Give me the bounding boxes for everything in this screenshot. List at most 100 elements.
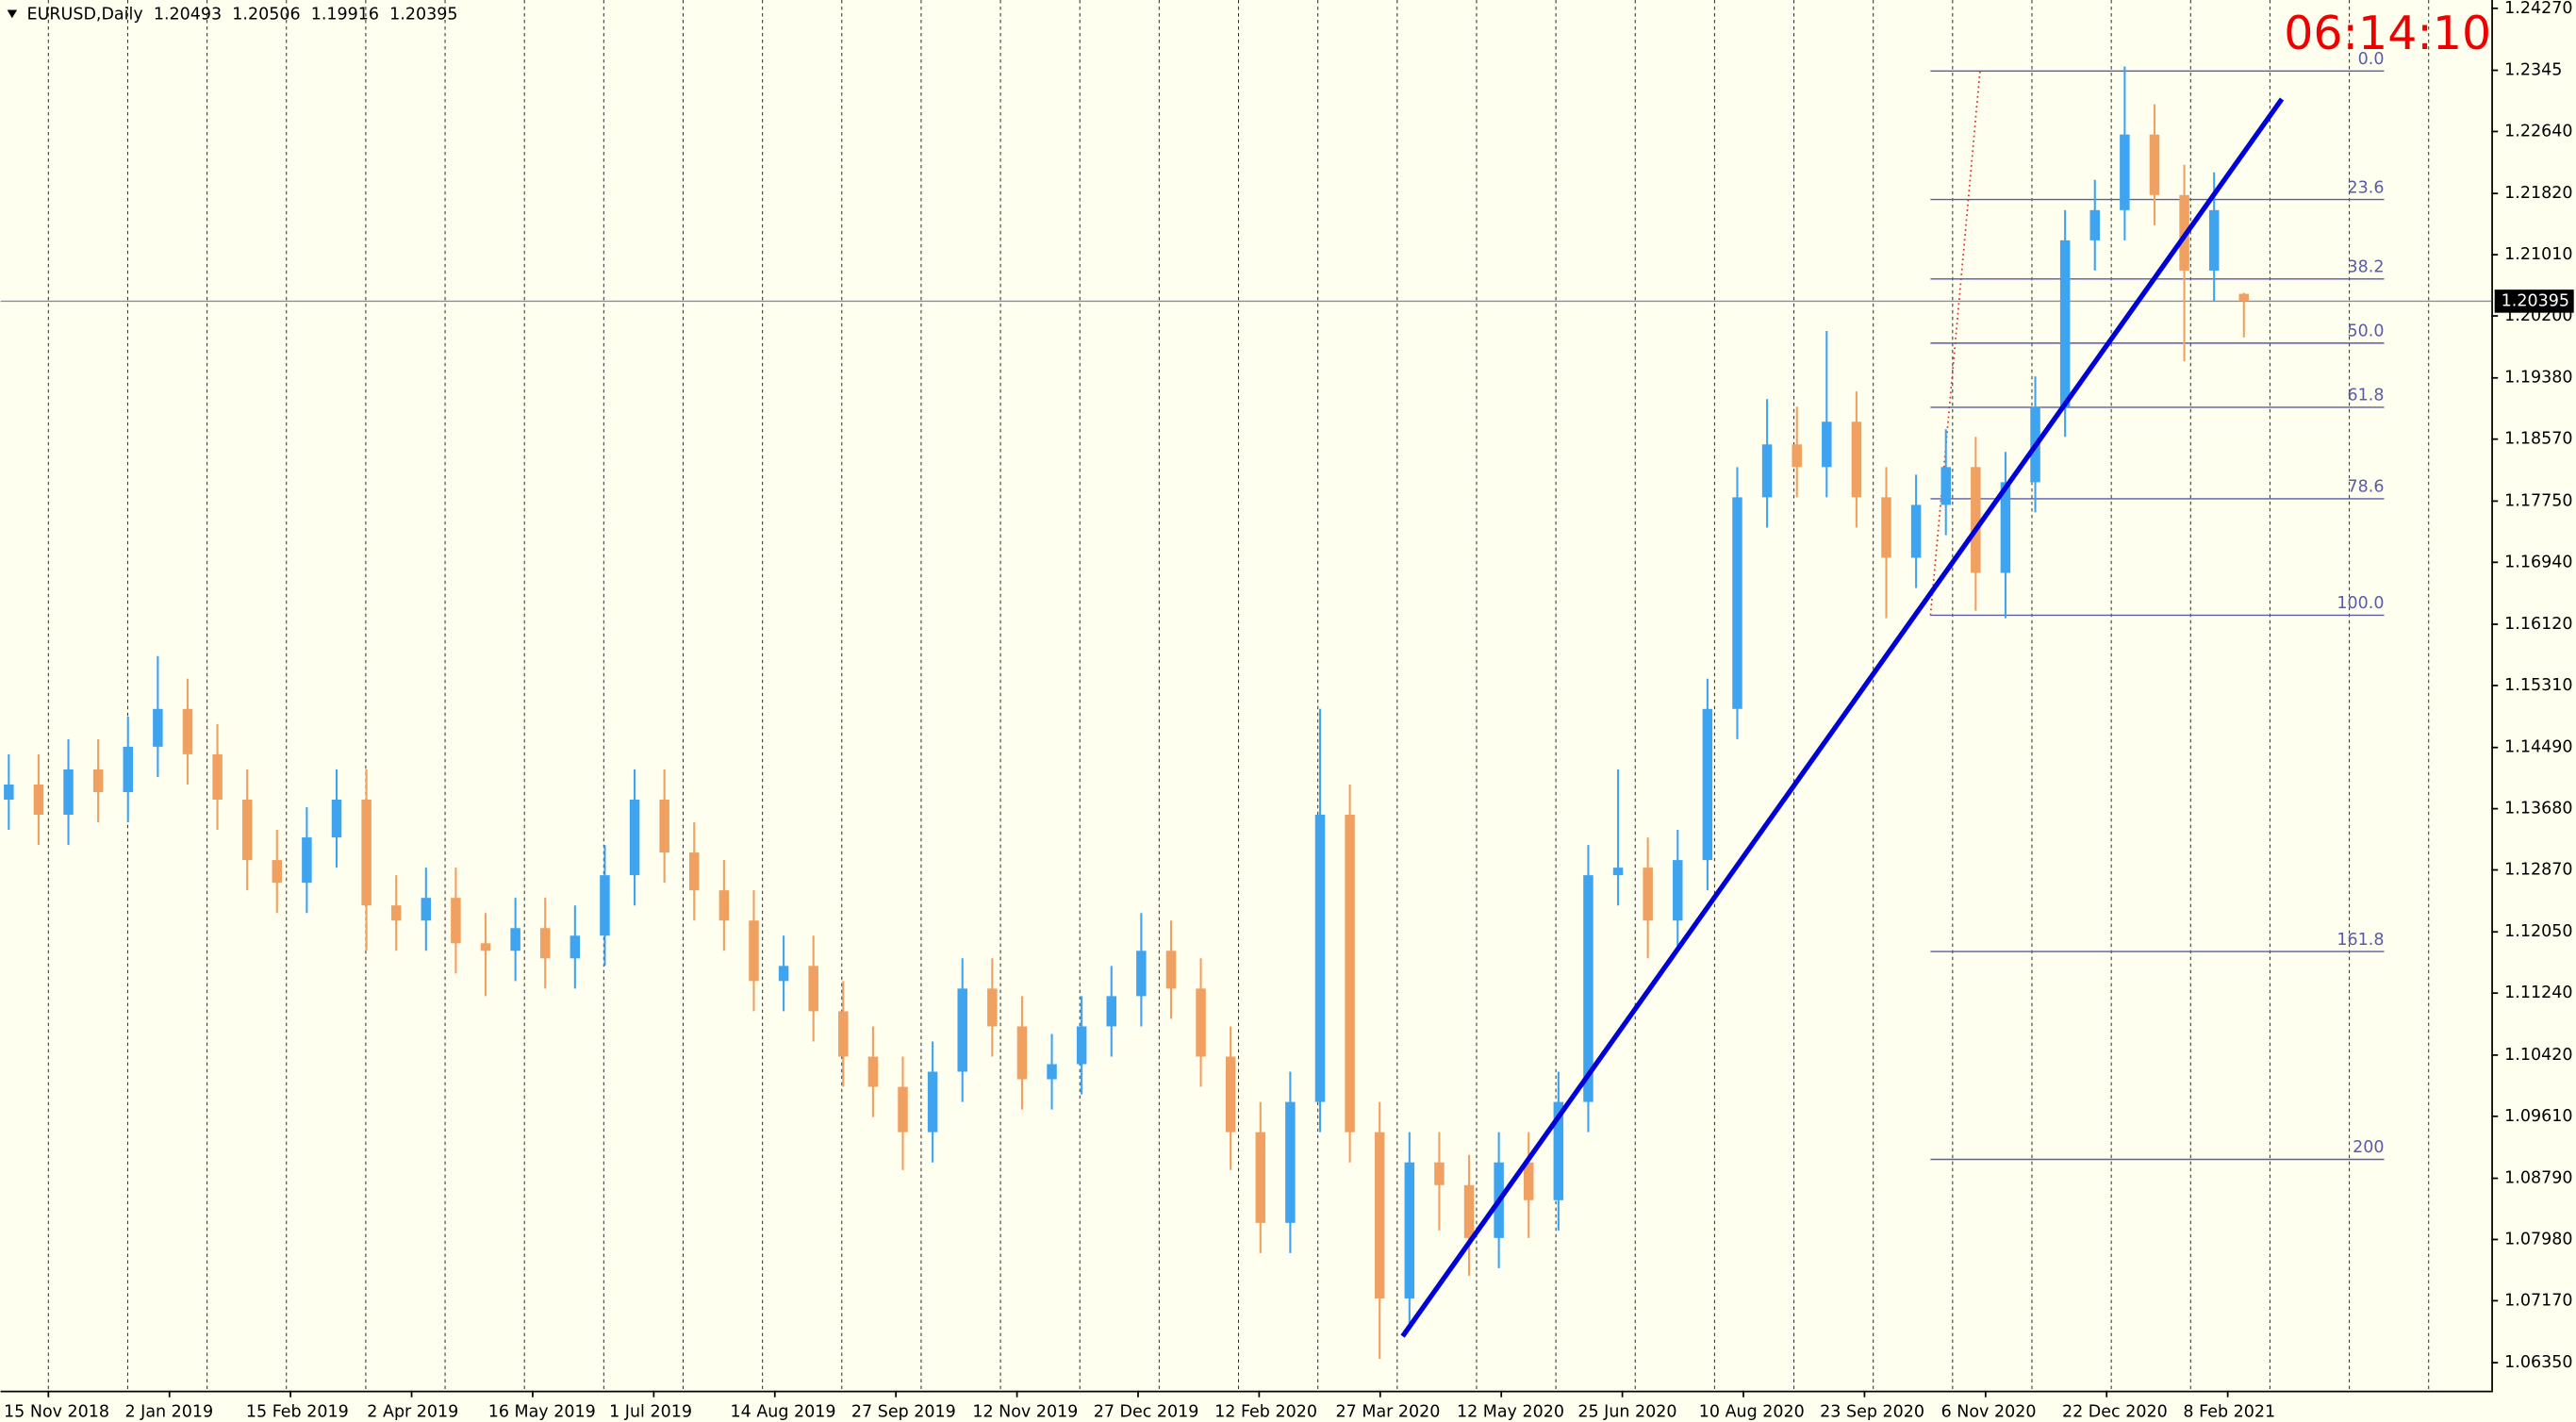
candle-body xyxy=(1076,1026,1087,1065)
candle-body xyxy=(718,890,730,921)
candle-body xyxy=(659,799,669,853)
candle-body xyxy=(1523,1162,1534,1200)
y-tick-label: 1.08790 xyxy=(2504,1169,2572,1188)
header: EURUSD,Daily 1.20493 1.20506 1.19916 1.2… xyxy=(27,6,458,25)
x-tick-label: 2 Apr 2019 xyxy=(367,1403,458,1422)
x-tick-label: 25 Jun 2020 xyxy=(1577,1403,1676,1422)
fib-label: 78.6 xyxy=(2348,478,2385,497)
candle-body xyxy=(1881,497,1891,558)
candle-body xyxy=(1225,1056,1236,1133)
candle-body xyxy=(1106,996,1117,1027)
candle-body xyxy=(1285,1101,1296,1223)
clock: 06:14:10 xyxy=(2284,7,2491,60)
y-tick-label: 1.12870 xyxy=(2504,861,2572,880)
x-tick-label: 16 May 2019 xyxy=(488,1403,596,1422)
candle-body xyxy=(1434,1162,1445,1185)
y-tick-label: 1.09610 xyxy=(2504,1107,2572,1126)
candle-body xyxy=(2000,482,2011,573)
y-tick-label: 1.15310 xyxy=(2504,676,2572,695)
candle-body xyxy=(1940,467,1951,505)
y-tick-label: 1.24270 xyxy=(2504,0,2572,18)
candle-body xyxy=(1761,444,1773,498)
candle-body xyxy=(1136,951,1147,997)
fib-label: 200 xyxy=(2353,1138,2384,1157)
candle-body xyxy=(510,928,520,951)
candle-body xyxy=(749,920,759,982)
fib-label: 161.8 xyxy=(2337,931,2384,950)
candle-body xyxy=(1673,860,1683,921)
y-tick-label: 1.2345 xyxy=(2504,61,2562,80)
candle-body xyxy=(480,943,491,951)
fib-label: 100.0 xyxy=(2337,594,2384,613)
header-value: 1.19916 xyxy=(311,6,379,25)
candle-body xyxy=(33,784,44,816)
fib-label: 38.2 xyxy=(2348,258,2385,277)
candle-body xyxy=(2089,209,2101,240)
candle-body xyxy=(1910,504,1922,558)
x-tick-label: 12 Feb 2020 xyxy=(1214,1403,1317,1422)
candle-body xyxy=(421,898,432,921)
candle-body xyxy=(987,988,998,1027)
candle-body xyxy=(241,799,253,861)
candle-body xyxy=(153,708,163,747)
candle-body xyxy=(2149,134,2160,195)
candle-body xyxy=(1374,1132,1385,1298)
candle-body xyxy=(1971,467,1981,573)
candle-body xyxy=(1404,1162,1415,1298)
x-tick-label: 12 May 2020 xyxy=(1457,1403,1564,1422)
fib-label: 23.6 xyxy=(2348,178,2385,197)
candle-body xyxy=(629,799,640,876)
candle-body xyxy=(123,746,133,792)
candle-body xyxy=(1314,815,1326,1102)
price-tag xyxy=(2494,289,2574,313)
x-tick-label: 27 Sep 2019 xyxy=(851,1403,956,1422)
header-value: 1.20395 xyxy=(389,6,457,25)
candle-body xyxy=(808,966,818,1012)
y-tick-label: 1.17750 xyxy=(2504,491,2572,510)
candle-body xyxy=(1463,1184,1475,1238)
x-tick-label: 27 Mar 2020 xyxy=(1336,1403,1441,1422)
candle-body xyxy=(4,784,14,800)
y-tick-label: 1.14490 xyxy=(2504,738,2572,757)
y-tick-label: 1.21820 xyxy=(2504,184,2572,203)
candle-body xyxy=(1822,422,1832,468)
y-tick-label: 1.10420 xyxy=(2504,1046,2572,1065)
candle-body xyxy=(600,875,610,936)
y-tick-label: 1.22640 xyxy=(2504,122,2572,141)
candle-body xyxy=(361,799,372,906)
candle-body xyxy=(898,1086,908,1133)
fib-label: 61.8 xyxy=(2348,387,2385,405)
x-tick-label: 15 Nov 2018 xyxy=(4,1403,109,1422)
candle-body xyxy=(390,905,402,921)
y-tick-label: 1.07170 xyxy=(2504,1291,2572,1310)
y-tick-label: 1.18570 xyxy=(2504,430,2572,449)
candle-body xyxy=(63,769,74,816)
candle-body xyxy=(1702,708,1713,861)
x-tick-label: 2 Jan 2019 xyxy=(124,1403,213,1422)
candle-body xyxy=(92,769,104,792)
candle-body xyxy=(1255,1132,1266,1223)
x-tick-label: 15 Feb 2019 xyxy=(246,1403,349,1422)
x-tick-label: 22 Dec 2020 xyxy=(2062,1403,2168,1422)
candle-body xyxy=(1016,1026,1028,1080)
candle-body xyxy=(1851,422,1862,498)
x-tick-label: 27 Dec 2019 xyxy=(1094,1403,1199,1422)
candle-body xyxy=(539,928,551,959)
candle-body xyxy=(272,860,283,884)
x-tick-label: 8 Feb 2021 xyxy=(2183,1403,2275,1422)
fib-label: 50.0 xyxy=(2348,322,2385,341)
candle-body xyxy=(1196,988,1206,1057)
candle-body xyxy=(1732,497,1742,709)
y-tick-label: 1.21010 xyxy=(2504,245,2572,264)
y-tick-label: 1.06350 xyxy=(2504,1353,2572,1372)
candle-body xyxy=(570,935,581,959)
candle-body xyxy=(957,988,967,1072)
y-tick-label: 1.12050 xyxy=(2504,922,2572,941)
candle-body xyxy=(2208,209,2220,271)
header-value: 1.20506 xyxy=(232,6,300,25)
candle-body xyxy=(182,708,193,754)
trendline xyxy=(1400,97,2285,1338)
menu-triangle[interactable] xyxy=(7,9,18,19)
